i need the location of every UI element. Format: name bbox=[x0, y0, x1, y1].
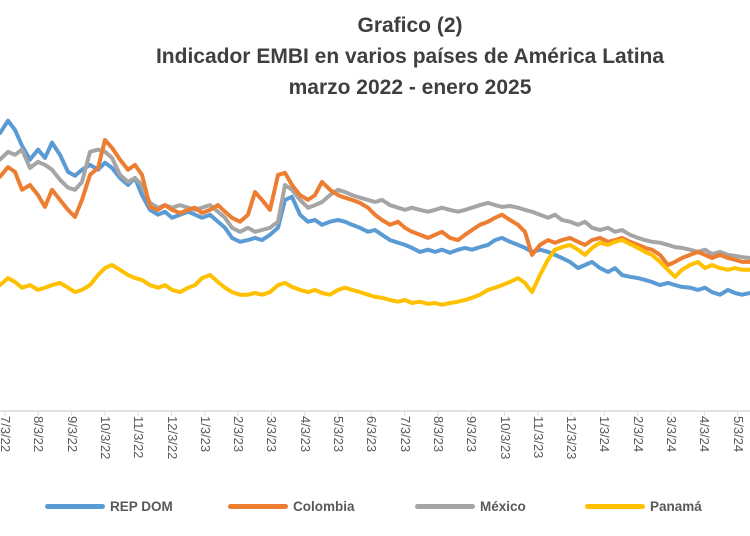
legend-swatch-icon bbox=[585, 504, 645, 509]
chart-title-line3: marzo 2022 - enero 2025 bbox=[288, 76, 532, 99]
series-line-REP DOM bbox=[0, 118, 750, 297]
legend-item-REP DOM: REP DOM bbox=[45, 499, 173, 514]
x-tick-label: 6/3/23 bbox=[364, 416, 380, 453]
series-line-México bbox=[0, 147, 750, 260]
chart-title-line1: Grafico (2) bbox=[357, 14, 463, 37]
legend-item-Panamá: Panamá bbox=[585, 499, 702, 514]
chart-title: Grafico (2) Indicador EMBI en varios paí… bbox=[70, 10, 750, 103]
legend-label: Panamá bbox=[650, 499, 702, 514]
x-tick-label: 1/3/23 bbox=[197, 416, 213, 453]
x-tick-label: 12/3/22 bbox=[164, 416, 180, 460]
legend-label: REP DOM bbox=[110, 499, 173, 514]
legend-label: México bbox=[480, 499, 526, 514]
chart-title-line2: Indicador EMBI en varios países de Améri… bbox=[155, 45, 665, 68]
x-tick-label: 3/3/23 bbox=[264, 416, 280, 453]
legend-swatch-icon bbox=[45, 504, 105, 509]
legend-item-Colombia: Colombia bbox=[228, 499, 355, 514]
x-tick-label: 7/3/23 bbox=[397, 416, 413, 453]
legend-swatch-icon bbox=[228, 504, 288, 509]
x-tick-label: 5/3/24 bbox=[730, 416, 746, 453]
legend-label: Colombia bbox=[293, 499, 355, 514]
x-tick-label: 12/3/23 bbox=[564, 416, 580, 460]
x-tick-label: 4/3/23 bbox=[297, 416, 313, 453]
x-tick-label: 4/3/24 bbox=[697, 416, 713, 453]
x-tick-label: 7/3/22 bbox=[0, 416, 13, 453]
x-tick-label: 2/3/23 bbox=[231, 416, 247, 453]
x-tick-label: 11/3/23 bbox=[530, 416, 546, 459]
x-tick-label: 8/3/22 bbox=[31, 416, 47, 453]
x-tick-label: 9/3/22 bbox=[64, 416, 80, 453]
legend-item-México: México bbox=[415, 499, 526, 514]
legend-swatch-icon bbox=[415, 504, 475, 509]
x-tick-label: 2/3/24 bbox=[630, 416, 646, 453]
x-tick-label: 11/3/22 bbox=[131, 416, 147, 459]
x-tick-label: 1/3/24 bbox=[597, 416, 613, 453]
x-tick-label: 9/3/23 bbox=[464, 416, 480, 453]
series-line-Panamá bbox=[0, 238, 750, 307]
x-tick-label: 3/3/24 bbox=[664, 416, 679, 453]
x-tick-label: 5/3/23 bbox=[331, 416, 346, 453]
x-tick-label: 10/3/22 bbox=[97, 416, 113, 460]
x-tick-label: 8/3/23 bbox=[430, 416, 446, 453]
x-tick-label: 10/3/23 bbox=[497, 416, 513, 460]
